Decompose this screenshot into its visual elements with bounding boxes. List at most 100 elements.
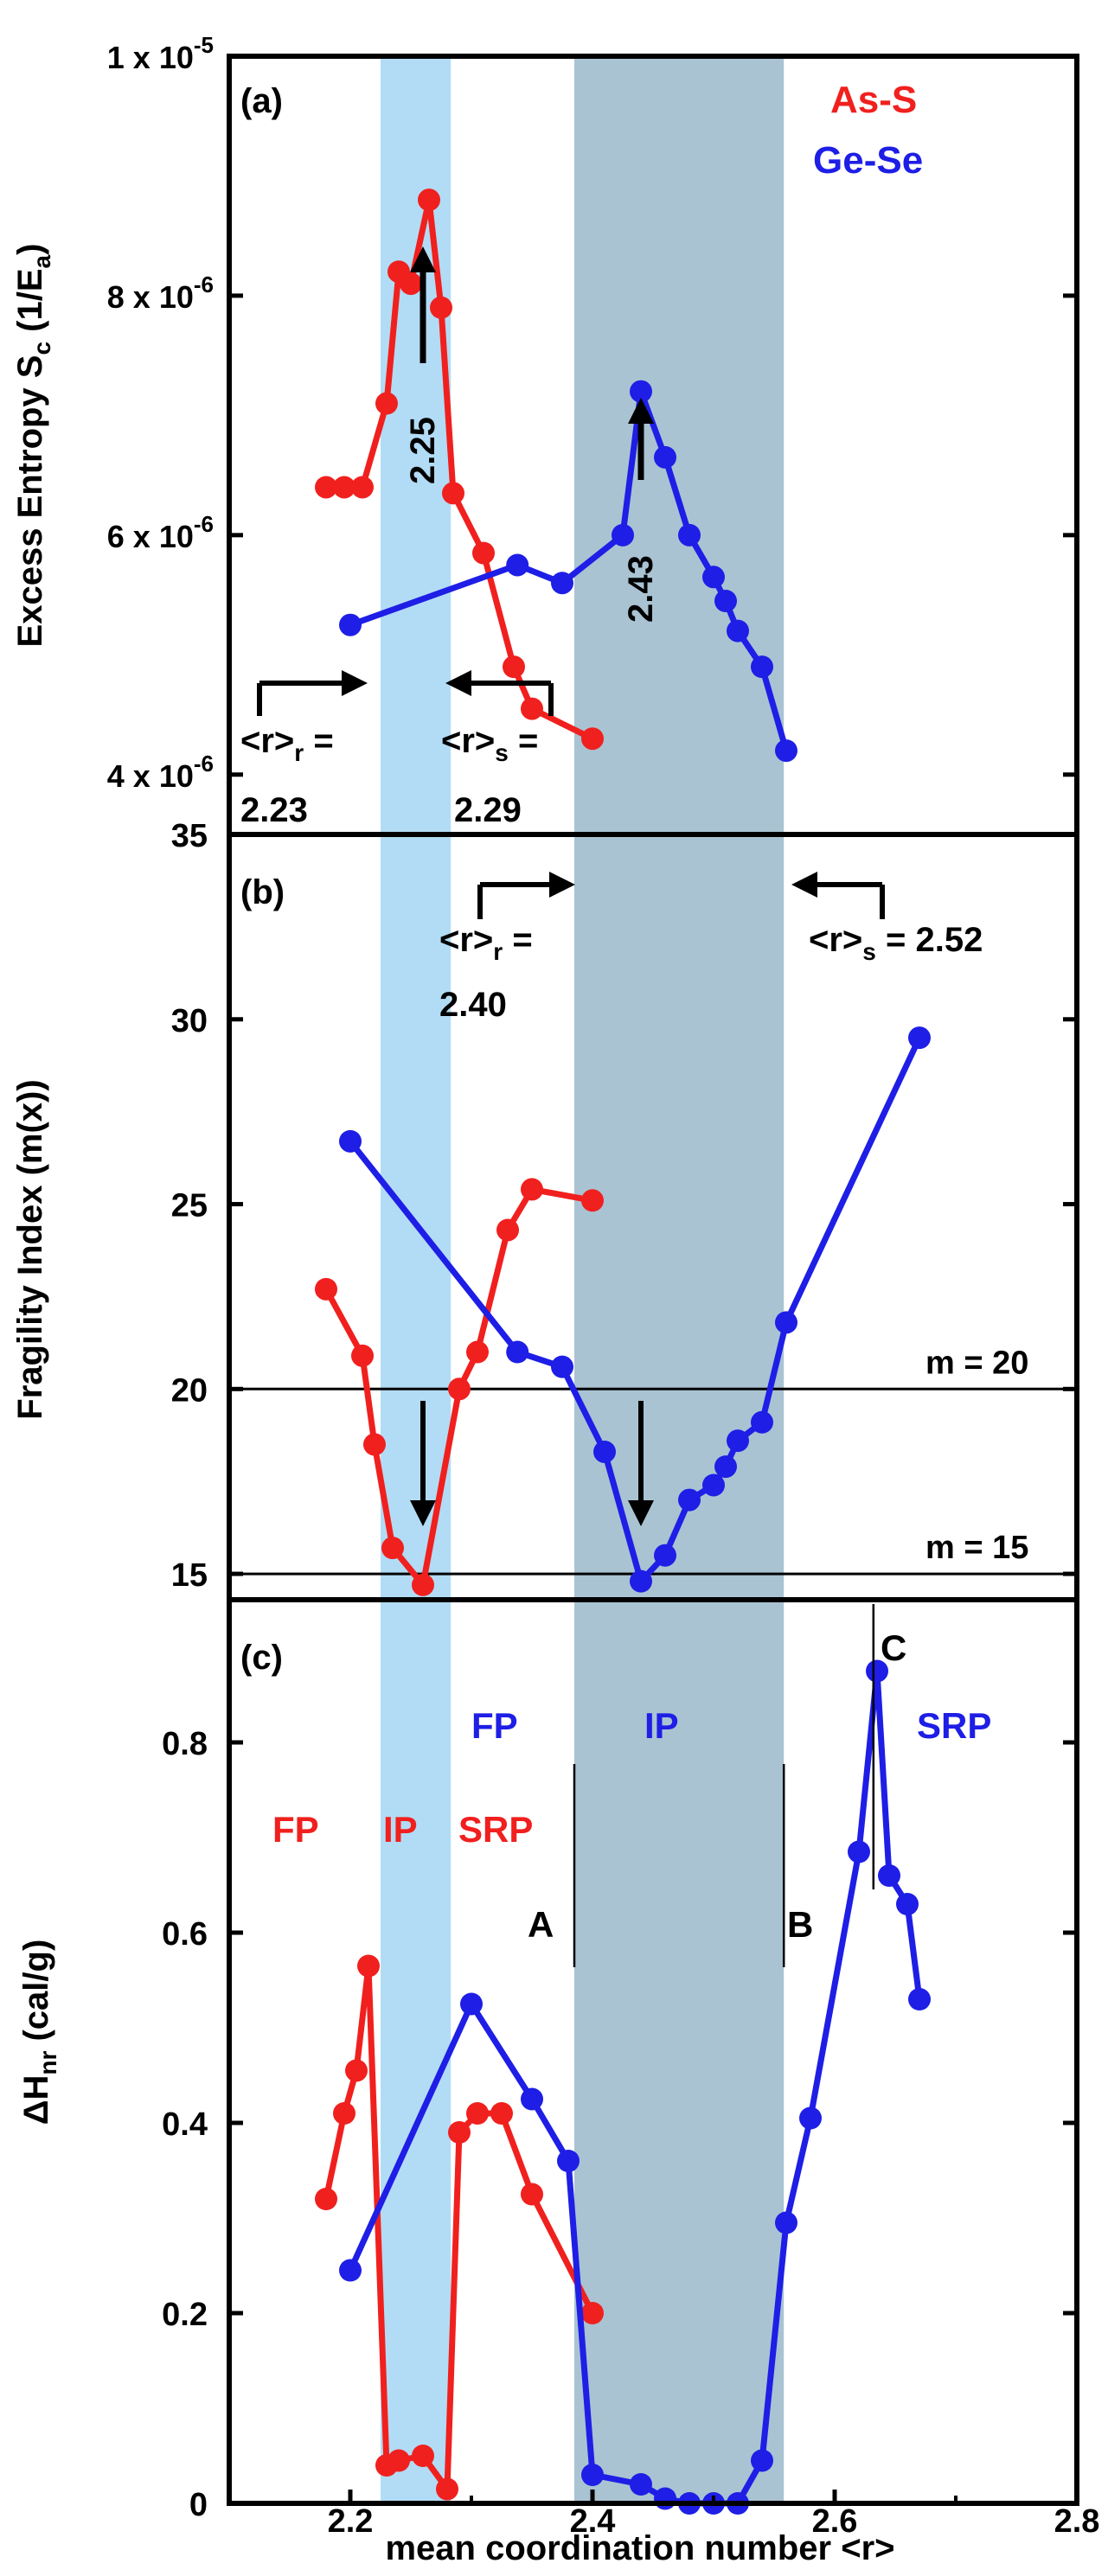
data-point-as-s-panel0-11: [521, 697, 543, 720]
ge-se-srp-label: SRP: [917, 1705, 991, 1746]
data-point-ge-se-panel1-5: [654, 1544, 676, 1567]
data-point-as-s-panel2-2: [345, 2059, 368, 2082]
data-point-as-s-panel2-8: [448, 2121, 471, 2144]
data-point-as-s-panel0-6: [418, 189, 440, 212]
data-point-ge-se-panel2-13: [848, 1840, 870, 1863]
arrow-a-1-head: [628, 398, 654, 424]
data-point-ge-se-panel0-7: [702, 566, 725, 589]
data-point-ge-se-panel2-17: [908, 1988, 931, 2010]
data-point-as-s-panel0-12: [581, 727, 604, 751]
arrow-b-0-head: [410, 1500, 436, 1526]
data-point-as-s-panel2-5: [387, 2449, 410, 2472]
data-point-as-s-panel1-8: [521, 1178, 543, 1201]
hline-label-m15: m = 15: [925, 1530, 1028, 1566]
data-point-as-s-panel2-6: [412, 2445, 434, 2467]
data-point-as-s-panel2-9: [466, 2102, 489, 2125]
data-point-ge-se-panel0-0: [339, 613, 362, 636]
legend-as-s: As-S: [830, 79, 917, 121]
arrow-threshold-a-rs: [445, 670, 551, 696]
panel-frame-2: [227, 1597, 1079, 2506]
band-ge-se: [574, 56, 785, 2503]
arrow-threshold-a-rr: [259, 670, 368, 696]
data-point-as-s-panel2-7: [436, 2477, 458, 2501]
data-point-ge-se-panel0-3: [612, 523, 634, 547]
data-point-ge-se-panel2-3: [557, 2150, 580, 2172]
data-point-as-s-panel1-0: [315, 1277, 337, 1301]
arrow-a-0-head: [410, 246, 436, 272]
data-point-ge-se-panel2-16: [896, 1893, 919, 1915]
xlabel: mean coordination number <r>: [385, 2529, 894, 2567]
xtick-label-0: 2.2: [328, 2503, 374, 2540]
data-point-as-s-panel0-8: [442, 482, 464, 505]
as-s-fp-label: FP: [272, 1809, 319, 1850]
data-point-ge-se-panel1-6: [678, 1488, 701, 1512]
arrow-threshold-b-rs: [791, 872, 882, 898]
data-point-as-s-panel0-3: [375, 392, 398, 415]
data-point-as-s-panel1-4: [412, 1573, 434, 1596]
data-point-as-s-panel2-1: [333, 2102, 355, 2125]
data-point-ge-se-panel1-8: [714, 1455, 737, 1479]
data-point-ge-se-panel1-2: [551, 1355, 573, 1378]
ge-se-fp-label: FP: [471, 1705, 518, 1746]
band-as-s: [381, 56, 452, 2503]
arrow-b-0: [410, 1401, 436, 1526]
ytick-label-c-4: 0.8: [162, 1726, 208, 1762]
ytick-label-a-3: 4 x 10-6: [107, 751, 214, 794]
ytick-label-b-1: 20: [171, 1372, 208, 1409]
arrow-a-label-0: 2.25: [404, 417, 442, 484]
data-point-ge-se-panel0-1: [506, 553, 529, 577]
data-point-ge-se-panel1-0: [339, 1129, 362, 1153]
ge-se-ip-label: IP: [644, 1705, 679, 1746]
as-s-ip-label: IP: [383, 1809, 418, 1850]
hline-label-m20: m = 20: [925, 1345, 1028, 1381]
as-s-srp-label: SRP: [458, 1809, 533, 1850]
data-point-as-s-panel0-0: [315, 476, 337, 499]
ytick-label-a-1: 8 x 10-6: [107, 272, 214, 315]
data-point-ge-se-panel2-11: [775, 2211, 797, 2234]
arrow-threshold-b-rr: [480, 872, 575, 898]
data-point-as-s-panel1-3: [381, 1537, 404, 1560]
ytick-label-b-0: 15: [171, 1557, 208, 1594]
data-point-ge-se-panel0-4: [630, 380, 652, 403]
point-b-label: B: [787, 1904, 813, 1945]
data-point-ge-se-panel0-8: [714, 590, 737, 612]
data-point-as-s-panel1-9: [581, 1189, 604, 1212]
point-a-label: A: [528, 1904, 554, 1945]
ylabel-b: Fragility Index (m(x)): [11, 1079, 49, 1419]
data-point-ge-se-panel1-11: [775, 1311, 797, 1334]
axes-layer: 1 x 10-5 8 x 10-6 6 x 10-6 4 x 10-6 15 20 25 30…: [107, 32, 1100, 2540]
data-point-as-s-panel1-2: [363, 1433, 386, 1456]
data-point-ge-se-panel1-9: [727, 1429, 749, 1453]
panel-c-label: (c): [240, 1639, 283, 1677]
r-r-value-b: 2.40: [439, 986, 507, 1024]
bands-layer: [381, 56, 785, 2503]
ytick-label-a-0: 1 x 10-5: [107, 32, 214, 75]
r-s-label-b: <r>s = 2.52: [809, 921, 983, 965]
hlines-layer: [229, 1387, 1077, 1576]
data-point-ge-se-panel2-15: [878, 1864, 900, 1887]
r-r-label-a: <r>r =: [240, 722, 334, 766]
data-point-as-s-panel0-10: [503, 655, 525, 679]
data-point-as-s-panel0-5: [400, 272, 422, 296]
annotation-layer: m = 20 m = 15 2.25 2.43: [257, 246, 1028, 1967]
r-s-label-a: <r>s =: [441, 722, 538, 766]
ytick-label-c-1: 0.2: [162, 2297, 208, 2333]
arrow-threshold-a-rs-head: [445, 670, 471, 696]
series-line-as-s-panel0: [326, 196, 594, 742]
data-point-as-s-panel2-11: [521, 2183, 543, 2206]
point-c-label: C: [881, 1627, 906, 1668]
data-point-ge-se-panel0-5: [654, 445, 676, 469]
data-point-ge-se-panel0-2: [551, 572, 573, 595]
data-point-ge-se-panel2-12: [799, 2106, 822, 2130]
data-point-as-s-panel2-10: [490, 2102, 513, 2125]
ytick-label-c-2: 0.4: [162, 2106, 208, 2143]
ytick-label-c-3: 0.6: [162, 1916, 208, 1953]
data-point-as-s-panel1-7: [496, 1218, 519, 1242]
data-point-ge-se-panel0-6: [678, 523, 701, 547]
data-point-as-s-panel2-0: [315, 2188, 337, 2210]
xtick-label-3: 2.8: [1054, 2503, 1100, 2540]
ylabel-c: ΔHnr (cal/g): [17, 1940, 61, 2125]
r-r-value-a: 2.23: [240, 791, 308, 829]
arrow-a-0: [410, 246, 436, 363]
arrow-b-1: [628, 1401, 654, 1526]
